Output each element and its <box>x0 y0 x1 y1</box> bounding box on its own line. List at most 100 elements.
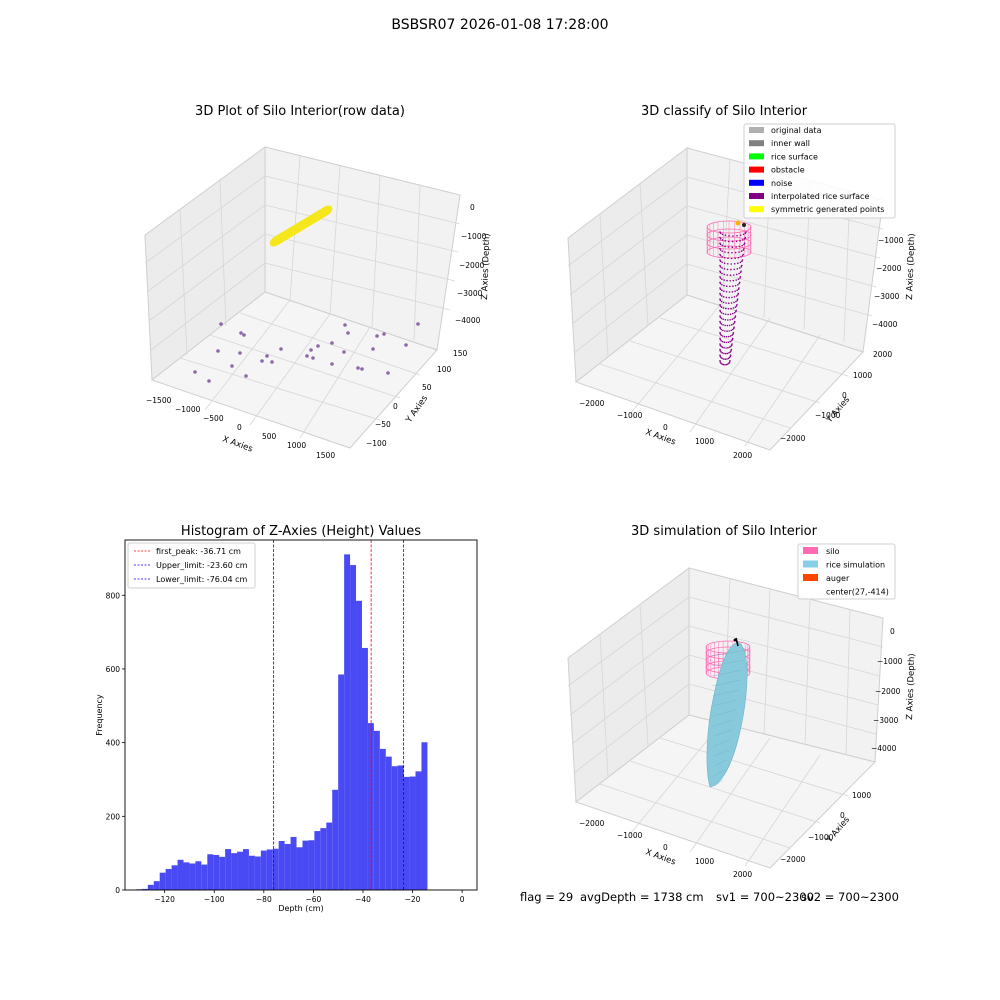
interp-point <box>735 246 737 248</box>
raw-ytick: −50 <box>375 420 391 429</box>
raw-dot <box>330 341 334 345</box>
interp-point <box>738 245 741 248</box>
legend-swatch <box>749 140 764 147</box>
interp-point <box>734 306 737 308</box>
interp-point <box>719 270 721 273</box>
interp-point <box>719 242 721 244</box>
histogram-bar <box>314 831 321 890</box>
interp-point <box>719 305 722 307</box>
interp-point <box>719 281 721 284</box>
interp-point <box>721 352 724 354</box>
interp-point <box>729 360 731 362</box>
interp-point <box>719 271 722 274</box>
interp-point <box>720 300 723 303</box>
legend-swatch <box>749 206 764 213</box>
interp-point <box>722 329 724 332</box>
interp-point <box>727 347 729 349</box>
legend-label: obstacle <box>771 166 805 175</box>
interp-point <box>738 267 741 269</box>
raw-dot <box>309 348 313 352</box>
interp-point <box>739 261 742 264</box>
raw-ztick: −3000 <box>457 289 483 298</box>
sim-ytick: −1000 <box>808 833 834 842</box>
histogram-xtick: −60 <box>305 895 321 904</box>
sim-ztick: −1000 <box>877 657 903 666</box>
interp-point <box>731 334 733 336</box>
histogram-bar <box>296 847 303 890</box>
interp-point <box>739 277 741 279</box>
interp-point <box>719 236 721 239</box>
sim-ztick: −2000 <box>875 687 901 696</box>
histogram-ytick: 0 <box>115 886 120 895</box>
interp-point <box>743 248 745 250</box>
histogram-bar <box>165 869 172 890</box>
interp-point <box>719 361 722 363</box>
raw-xtick: 1500 <box>316 451 335 460</box>
sv1-text: sv1 = 700~2300 <box>716 890 814 904</box>
histogram-bar <box>171 865 178 890</box>
histogram-bar <box>219 856 226 890</box>
interp-point <box>731 246 734 248</box>
histogram-bar <box>290 836 297 890</box>
histogram-bar <box>373 730 380 890</box>
histogram-bar <box>403 776 410 890</box>
interp-point <box>738 281 741 284</box>
histogram-bar <box>308 840 315 890</box>
histogram-bar <box>415 771 422 890</box>
raw-dot <box>279 347 283 351</box>
histogram-ytick: 600 <box>106 665 121 674</box>
interp-point <box>726 285 728 288</box>
legend-swatch <box>803 560 818 568</box>
interp-point <box>732 312 734 315</box>
interp-point <box>727 257 729 260</box>
interp-point <box>739 271 742 274</box>
raw-ztick: 0 <box>470 203 475 212</box>
interp-point <box>733 311 736 314</box>
classify-tick-labels: −2000 −1000 0 1000 2000 −2000 −1000 0 10… <box>579 236 904 460</box>
raw-dot <box>270 360 274 364</box>
interp-point <box>734 257 736 260</box>
interp-point <box>739 234 742 237</box>
legend-swatch <box>749 127 764 133</box>
interp-point <box>719 310 722 313</box>
raw-dot <box>356 366 360 370</box>
interp-point <box>721 233 724 236</box>
cls-ztick: −4000 <box>872 320 898 329</box>
interp-point <box>744 236 747 239</box>
raw-x-axis-label: X Axies <box>221 434 254 454</box>
interp-point <box>728 302 730 305</box>
interp-point <box>722 324 724 326</box>
raw-dot <box>239 331 243 335</box>
histogram-legend-box <box>127 542 256 589</box>
raw-dot <box>230 364 234 368</box>
interp-point <box>733 317 735 320</box>
interp-point <box>745 231 747 233</box>
interp-point <box>725 307 727 310</box>
interp-point <box>723 284 725 287</box>
raw-z-axis-label: Z Axies (Depth) <box>480 233 492 300</box>
raw-yellow-point <box>319 205 333 217</box>
histogram-y-axis-label: Frequency <box>95 694 104 736</box>
interp-point <box>729 274 732 277</box>
interp-point <box>725 363 728 366</box>
interp-point <box>721 340 724 343</box>
interp-point <box>719 304 721 306</box>
interp-point <box>742 233 745 236</box>
interp-point <box>722 312 725 315</box>
interp-point <box>720 328 723 331</box>
sim-ztick: 0 <box>890 627 895 636</box>
histogram-bar <box>248 855 255 890</box>
interp-point <box>720 317 723 320</box>
interp-point <box>730 307 732 310</box>
interp-point <box>722 307 725 309</box>
raw-dot <box>343 323 347 327</box>
interp-point <box>719 338 722 341</box>
histogram-bar <box>379 748 386 890</box>
panel-1-title: 3D Plot of Silo Interior(row data) <box>195 104 405 119</box>
interp-point <box>737 278 740 280</box>
simulation-tick-labels: −2000 −1000 0 1000 2000 −2000 −1000 0 10… <box>579 627 903 879</box>
histogram-bar <box>344 554 351 890</box>
interp-point <box>719 337 721 340</box>
interp-point <box>736 268 739 270</box>
raw-dot <box>305 354 309 358</box>
